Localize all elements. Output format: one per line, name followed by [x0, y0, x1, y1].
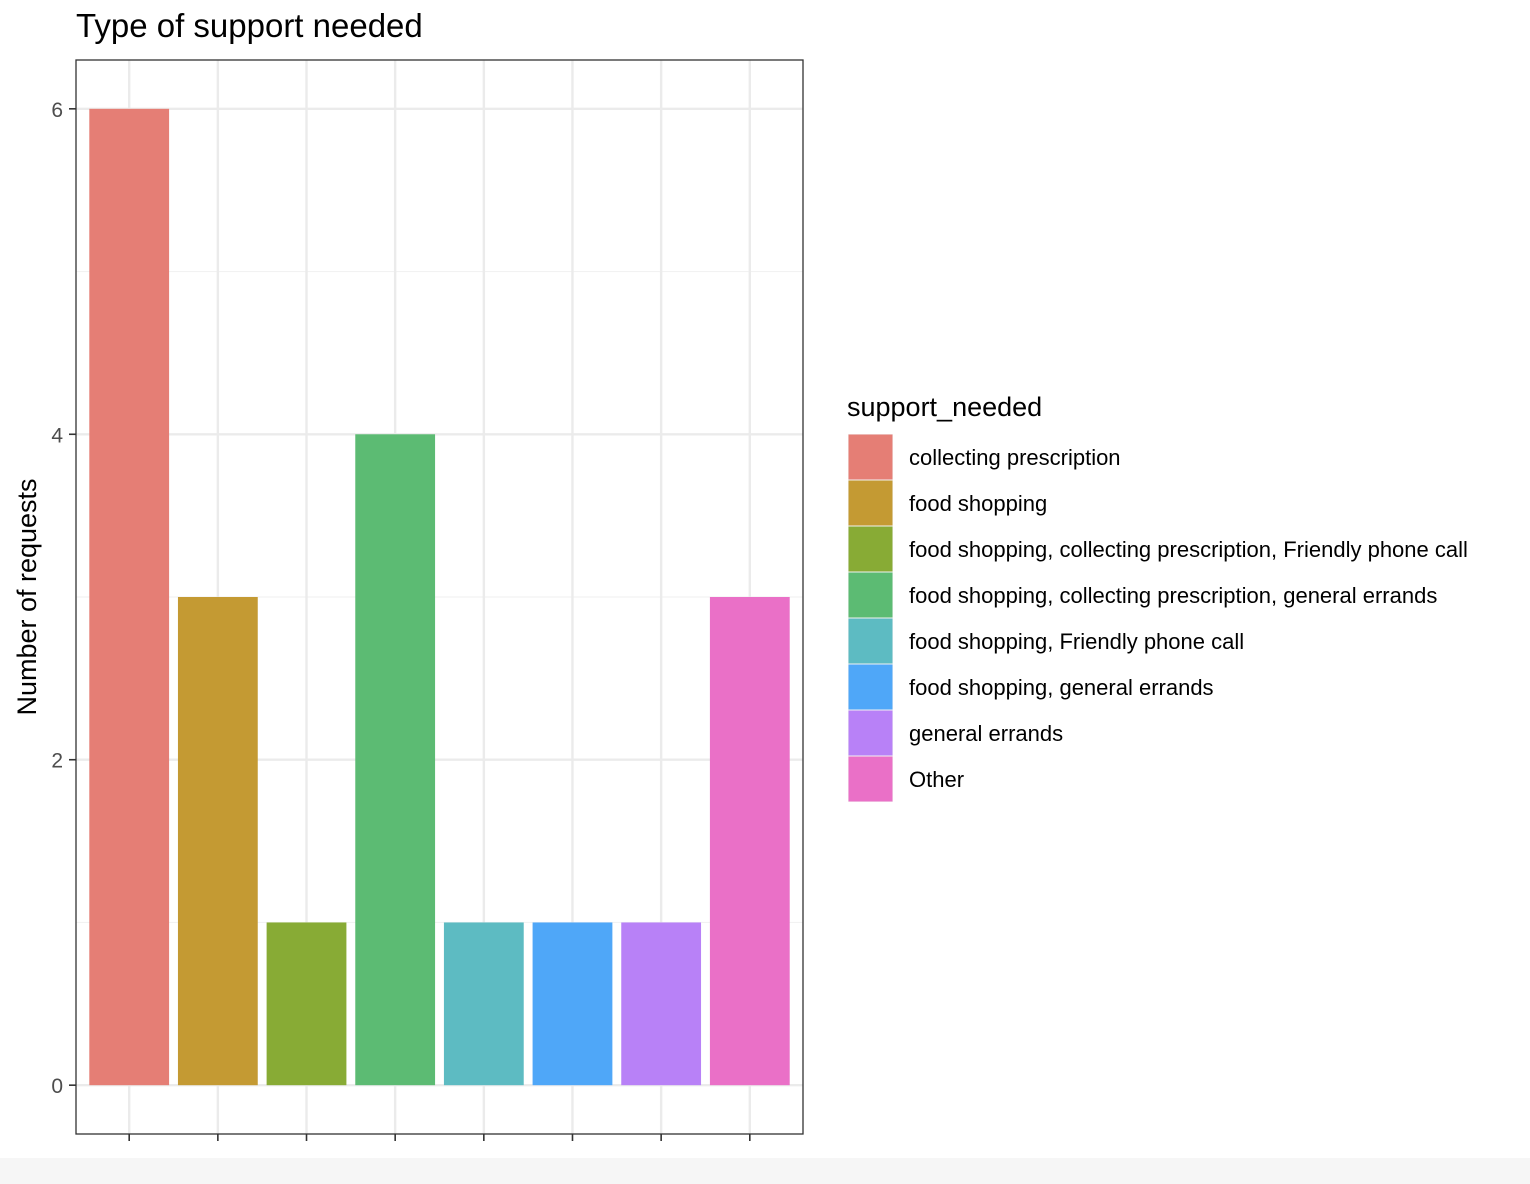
bar-5 [443, 922, 524, 1086]
bar-3 [266, 922, 347, 1086]
y-tick-label: 6 [51, 99, 63, 122]
legend-key-7 [848, 710, 893, 756]
legend-key-2 [848, 480, 893, 526]
legend-label-8: Other [909, 767, 964, 792]
legend-key-1 [848, 434, 893, 480]
legend-key-8 [848, 756, 893, 802]
y-tick-label: 0 [51, 1075, 63, 1098]
legend-key-6 [848, 664, 893, 710]
bar-8 [709, 597, 790, 1086]
legend-label-1: collecting prescription [909, 445, 1121, 470]
legend-label-7: general errands [909, 721, 1063, 746]
chart-title: Type of support needed [76, 7, 423, 44]
bar-6 [532, 922, 613, 1086]
legend-title: support_needed [847, 392, 1042, 422]
legend-key-4 [848, 572, 893, 618]
legend: support_needed collecting prescription fo… [847, 392, 1468, 802]
legend-key-3 [848, 526, 893, 572]
bar-1 [89, 108, 170, 1086]
bar-7 [621, 922, 702, 1086]
bar-2 [177, 597, 258, 1086]
y-tick-label: 2 [51, 750, 63, 773]
y-tick-label: 4 [51, 424, 63, 447]
y-axis-title: Number of requests [12, 478, 42, 715]
bars [89, 108, 790, 1086]
legend-label-6: food shopping, general errands [909, 675, 1214, 700]
axis-ticks: 0 2 4 6 [51, 99, 751, 1141]
legend-label-5: food shopping, Friendly phone call [909, 629, 1244, 654]
bar-4 [355, 434, 436, 1086]
legend-label-2: food shopping [909, 491, 1047, 516]
legend-key-5 [848, 618, 893, 664]
legend-label-3: food shopping, collecting prescription, … [909, 537, 1468, 562]
plot-border [75, 59, 804, 1135]
window-bottom-strip [0, 1158, 1530, 1184]
legend-label-4: food shopping, collecting prescription, … [909, 583, 1437, 608]
